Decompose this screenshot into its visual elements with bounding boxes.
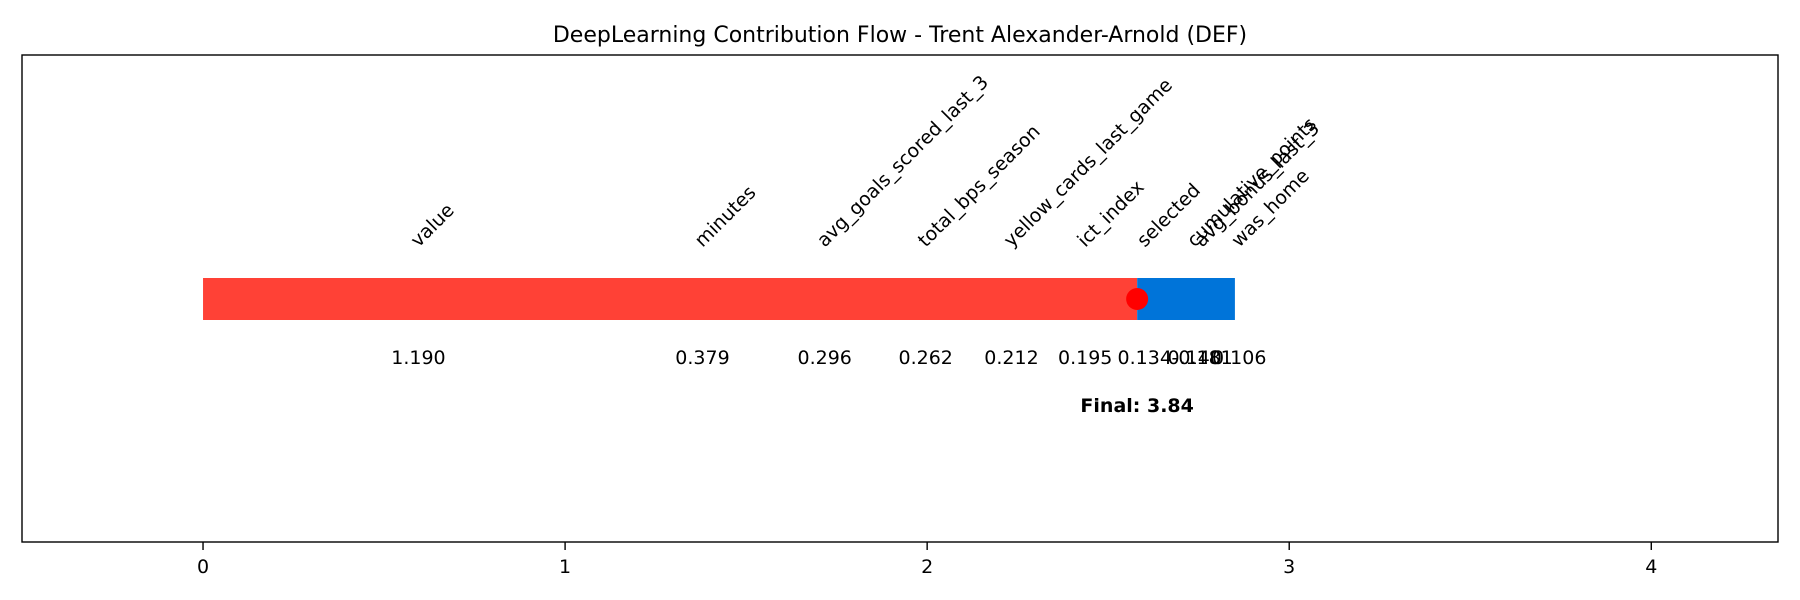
x-tick-label: 3 bbox=[1283, 556, 1295, 578]
feature-label: avg_goals_scored_last_3 bbox=[813, 71, 993, 251]
x-tick-label: 2 bbox=[921, 556, 933, 578]
contribution-value-label: 0.379 bbox=[675, 347, 729, 369]
contribution-value-label: 0.195 bbox=[1058, 347, 1112, 369]
negative-contribution-bar bbox=[1137, 278, 1235, 320]
x-axis: 0 1 2 3 4 bbox=[197, 542, 1657, 578]
contribution-value-label: 0.106 bbox=[1212, 347, 1266, 369]
contribution-value-label: 0.140 bbox=[1168, 347, 1222, 369]
contribution-value-label: 0.134 bbox=[1118, 347, 1172, 369]
value-labels-layer: 1.190 0.379 0.296 0.262 0.212 0.195 -0.1810.13… bbox=[391, 347, 1266, 369]
bars-layer bbox=[203, 278, 1235, 320]
contribution-value-label: 0.296 bbox=[797, 347, 851, 369]
x-tick-label: 4 bbox=[1645, 556, 1657, 578]
final-value-marker bbox=[1126, 288, 1149, 310]
positive-contribution-bar bbox=[203, 278, 1138, 320]
contribution-value-label: 0.262 bbox=[899, 347, 953, 369]
marker-layer bbox=[1126, 288, 1149, 310]
chart-title: DeepLearning Contribution Flow - Trent A… bbox=[553, 23, 1247, 48]
final-value-label: Final: 3.84 bbox=[1080, 395, 1193, 417]
feature-labels-layer: value minutes avg_goals_scored_last_3total… bbox=[406, 71, 1324, 251]
contribution-value-label: 1.190 bbox=[391, 347, 445, 369]
contribution-value-label: 0.212 bbox=[984, 347, 1038, 369]
feature-label: minutes bbox=[690, 182, 760, 252]
plot-frame bbox=[21, 54, 1779, 543]
feature-label: value bbox=[406, 199, 458, 251]
contribution-value-label: -0.181 bbox=[1172, 347, 1233, 369]
x-tick-label: 0 bbox=[197, 556, 209, 578]
x-tick-label: 1 bbox=[559, 556, 571, 578]
